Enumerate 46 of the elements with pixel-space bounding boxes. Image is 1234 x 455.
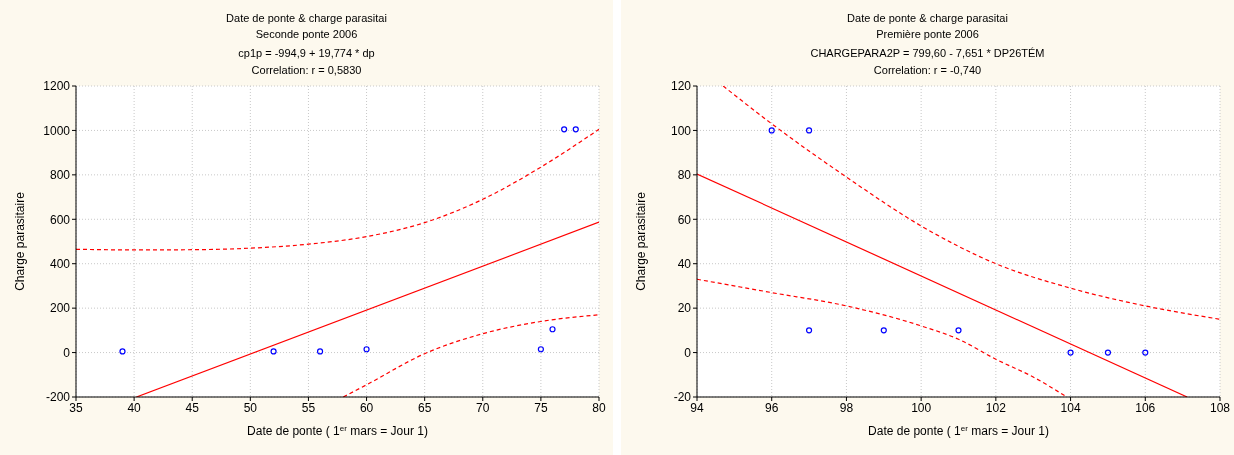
y-tick-label: 100 [670,123,692,138]
x-tick-label: 98 [839,400,854,415]
y-tick-label: 1200 [43,79,71,94]
y-tick-label: 120 [670,79,692,94]
x-tick-label: 104 [1060,400,1081,415]
y-axis-title: Charge parasitaire [634,191,648,291]
x-tick-label: 106 [1135,400,1156,415]
x-tick-label: 65 [417,400,432,415]
y-tick-label: 20 [677,301,692,316]
x-tick-label: 70 [476,400,490,415]
chart-subtitle: Seconde ponte 2006 [254,27,359,42]
y-axis-title: Charge parasitaire [13,191,27,291]
x-tick-label: 55 [301,400,316,415]
y-tick-label: 600 [49,212,71,227]
x-tick-label: 50 [243,400,258,415]
y-tick-label: 40 [677,256,692,271]
y-tick-label: 1000 [43,123,71,138]
x-axis-title: Date de ponte ( 1$^{er}$ mars = Jour 1) [868,423,1049,438]
x-tick-label: 40 [127,400,142,415]
y-tick-label: 0 [63,345,71,360]
text: Correlation: r = -0,740 [872,63,983,78]
text: Correlation: r = 0,5830 [250,63,363,78]
x-tick-label: 108 [1209,400,1231,415]
x-tick-label: 80 [592,400,606,415]
x-tick-label: 45 [185,400,200,415]
chart-title: Date de ponte & charge parasitai [846,11,1009,26]
y-tick-label: -200 [45,390,71,405]
x-tick-label: 35 [69,400,83,415]
y-tick-label: 0 [684,345,692,360]
y-tick-label: 800 [49,168,71,183]
x-tick-label: 75 [534,400,548,415]
x-axis-title: Date de ponte ( 1$^{er}$ mars = Jour 1) [247,423,428,438]
x-tick-label: 94 [690,400,704,415]
x-tick-label: 60 [359,400,374,415]
y-tick-label: -20 [673,390,692,405]
text: CHARGEPARA2P = 799,60 - 7,651 * DP26TÉM [809,46,1046,61]
chart-title: Date de ponte & charge parasitai [225,11,388,26]
y-tick-label: 400 [49,256,71,271]
chart-subtitle: Première ponte 2006 [875,27,980,42]
y-tick-label: 80 [677,168,692,183]
text: cp1p = -994,9 + 19,774 * dp [237,46,376,61]
x-tick-label: 100 [911,400,932,415]
x-tick-label: 102 [985,400,1007,415]
y-tick-label: 200 [49,301,71,316]
y-tick-label: 60 [677,212,692,227]
x-tick-label: 96 [765,400,779,415]
